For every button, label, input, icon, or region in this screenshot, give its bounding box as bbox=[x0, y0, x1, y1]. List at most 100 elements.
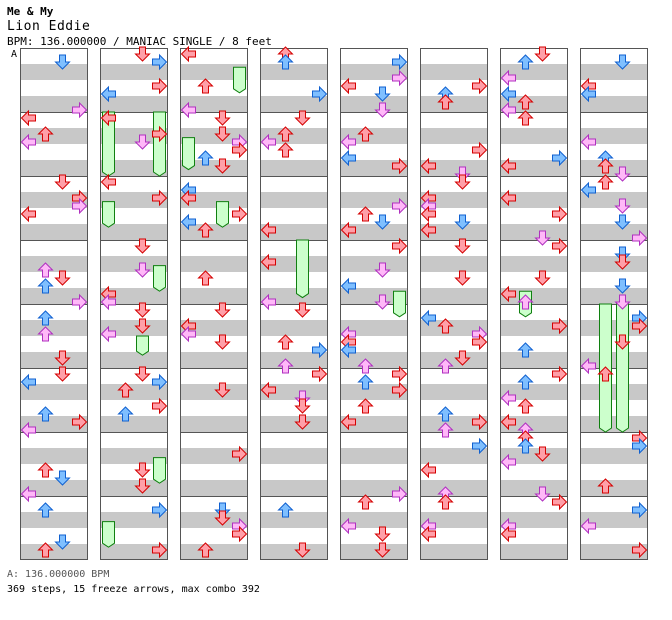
beat-stripe bbox=[340, 288, 408, 304]
beat-stripe bbox=[20, 512, 88, 528]
chart-column bbox=[500, 48, 568, 560]
step-arrow bbox=[454, 238, 471, 254]
beat-stripe bbox=[260, 160, 328, 176]
step-arrow bbox=[437, 422, 454, 438]
step-arrow bbox=[374, 294, 391, 310]
beat-stripe bbox=[500, 512, 568, 528]
step-arrow bbox=[534, 230, 551, 246]
step-arrow bbox=[374, 262, 391, 278]
step-arrow bbox=[180, 189, 196, 207]
beat-stripe bbox=[340, 224, 408, 240]
step-arrow bbox=[197, 222, 214, 238]
step-arrow bbox=[72, 197, 88, 215]
beat-stripe bbox=[580, 192, 648, 208]
step-arrow bbox=[312, 341, 328, 359]
step-arrow bbox=[20, 485, 36, 503]
step-arrow bbox=[277, 126, 294, 142]
beat-stripe bbox=[500, 448, 568, 464]
beat-stripe bbox=[100, 448, 168, 464]
step-arrow bbox=[374, 542, 391, 558]
step-arrow bbox=[500, 101, 516, 119]
step-arrow bbox=[420, 157, 436, 175]
beat-stripe bbox=[580, 224, 648, 240]
step-arrow bbox=[214, 126, 231, 142]
step-arrow bbox=[454, 214, 471, 230]
beat-stripe bbox=[420, 512, 488, 528]
step-arrow bbox=[134, 238, 151, 254]
beat-stripe bbox=[100, 64, 168, 80]
beat-stripe bbox=[580, 96, 648, 112]
step-arrow bbox=[340, 341, 356, 359]
step-arrow bbox=[597, 174, 614, 190]
step-arrow bbox=[500, 525, 516, 543]
beat-stripe bbox=[180, 352, 248, 368]
freeze-arrow bbox=[296, 239, 309, 299]
step-arrow bbox=[420, 205, 436, 223]
beat-stripe bbox=[500, 288, 568, 304]
step-arrow bbox=[72, 413, 88, 431]
beat-stripe bbox=[420, 256, 488, 272]
beat-stripe bbox=[340, 320, 408, 336]
step-arrow bbox=[37, 542, 54, 558]
step-arrow bbox=[552, 237, 568, 255]
beat-stripe bbox=[260, 288, 328, 304]
step-arrow bbox=[614, 334, 631, 350]
beat-stripe bbox=[180, 160, 248, 176]
beat-stripe bbox=[180, 128, 248, 144]
step-arrow bbox=[614, 278, 631, 294]
beat-stripe bbox=[500, 128, 568, 144]
step-arrow bbox=[37, 406, 54, 422]
chart-info: BPM: 136.000000 / MANIAC SINGLE / 8 feet bbox=[7, 35, 272, 48]
beat-stripe bbox=[260, 544, 328, 560]
beat-stripe bbox=[260, 480, 328, 496]
step-arrow bbox=[260, 293, 276, 311]
freeze-arrow bbox=[153, 457, 166, 484]
step-arrow bbox=[500, 157, 516, 175]
step-arrow bbox=[614, 54, 631, 70]
song-title: Me & My bbox=[7, 5, 54, 18]
step-arrow bbox=[517, 54, 534, 70]
step-arrow bbox=[180, 45, 196, 63]
step-arrow bbox=[437, 494, 454, 510]
step-arrow bbox=[392, 69, 408, 87]
step-arrow bbox=[100, 173, 116, 191]
beat-stripe bbox=[100, 256, 168, 272]
step-arrow bbox=[580, 181, 596, 199]
beat-stripe bbox=[340, 128, 408, 144]
beat-stripe bbox=[500, 320, 568, 336]
step-arrow bbox=[37, 126, 54, 142]
beat-stripe bbox=[100, 160, 168, 176]
freeze-arrow bbox=[153, 265, 166, 292]
step-arrow bbox=[534, 270, 551, 286]
beat-stripe bbox=[500, 160, 568, 176]
bpm-legend: A: 136.000000 BPM bbox=[7, 569, 110, 580]
step-arrow bbox=[500, 453, 516, 471]
beat-stripe bbox=[420, 288, 488, 304]
step-arrow bbox=[232, 445, 248, 463]
beat-stripe bbox=[340, 512, 408, 528]
step-arrow bbox=[232, 141, 248, 159]
beat-stripe bbox=[20, 320, 88, 336]
step-arrow bbox=[534, 446, 551, 462]
step-arrow bbox=[472, 333, 488, 351]
step-arrow bbox=[214, 110, 231, 126]
step-arrow bbox=[340, 133, 356, 151]
step-arrow bbox=[392, 381, 408, 399]
step-arrow bbox=[392, 365, 408, 383]
beat-stripe bbox=[260, 256, 328, 272]
beat-stripe bbox=[500, 96, 568, 112]
chart-column bbox=[180, 48, 248, 560]
step-arrow bbox=[37, 310, 54, 326]
beat-stripe bbox=[100, 512, 168, 528]
beat-stripe bbox=[340, 448, 408, 464]
beat-stripe bbox=[180, 416, 248, 432]
step-arrow bbox=[472, 77, 488, 95]
step-arrow bbox=[500, 413, 516, 431]
step-arrow bbox=[340, 149, 356, 167]
beat-stripe bbox=[100, 288, 168, 304]
step-arrow bbox=[517, 94, 534, 110]
step-arrow bbox=[54, 470, 71, 486]
step-arrow bbox=[340, 277, 356, 295]
freeze-arrow bbox=[616, 303, 629, 433]
beat-stripe bbox=[180, 192, 248, 208]
